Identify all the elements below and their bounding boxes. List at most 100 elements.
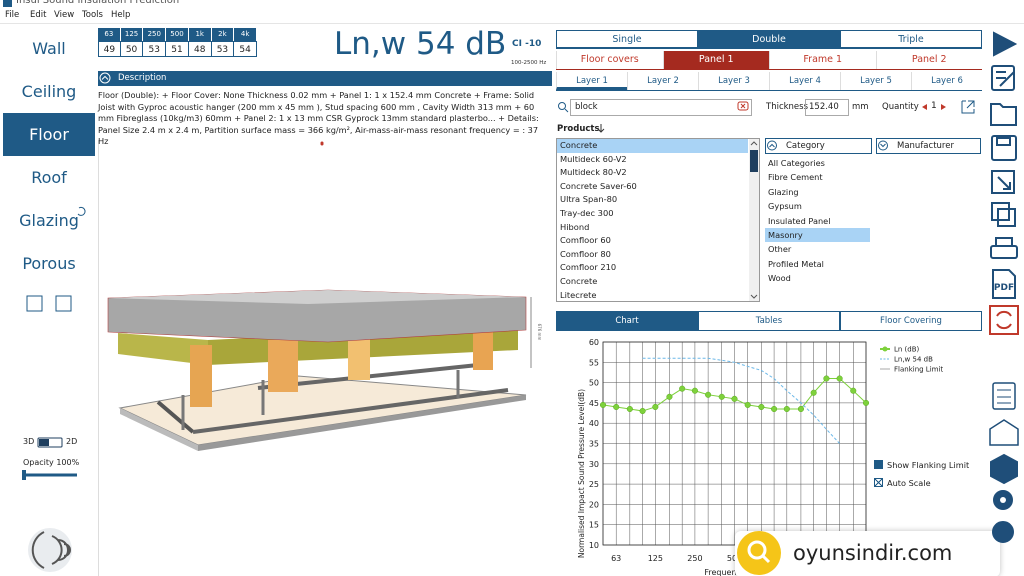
type-tab[interactable]: Single [556, 30, 698, 48]
menu-item[interactable]: Tools [82, 10, 103, 20]
layer-tab[interactable]: Layer 6 [911, 72, 982, 90]
product-item[interactable]: Comfloor 80 [560, 248, 611, 259]
option-label[interactable]: Auto Scale [887, 478, 931, 488]
description-header[interactable]: Description [98, 71, 552, 86]
settings-button[interactable] [993, 490, 1013, 510]
part-tab[interactable]: Frame 1 [769, 51, 876, 69]
checkbox[interactable] [874, 478, 883, 487]
category-item[interactable]: Insulated Panel [768, 215, 831, 226]
reset-button[interactable] [989, 305, 1019, 335]
part-tab[interactable]: Panel 2 [875, 51, 982, 69]
layer-tab[interactable]: Layer 1 [556, 72, 627, 90]
stepper[interactable] [922, 104, 927, 110]
y-tick-label: 15 [589, 521, 599, 530]
type-tab[interactable]: Double [698, 30, 840, 48]
category-item[interactable]: Wood [768, 273, 791, 284]
layer-tab[interactable]: Layer 4 [769, 72, 840, 90]
stepper[interactable] [941, 104, 946, 110]
calculator-glyph [997, 389, 1011, 404]
category-item[interactable]: Profiled Metal [768, 258, 824, 269]
legend-label: Ln (dB) [894, 346, 920, 354]
part-tab[interactable]: Panel 1 [662, 51, 769, 69]
quantity-value[interactable]: 1 [931, 101, 937, 111]
nav-item[interactable]: Floor [3, 113, 95, 156]
category-item[interactable]: Other [768, 244, 792, 255]
series-line [642, 357, 840, 444]
product-item[interactable]: Comfloor 60 [560, 235, 611, 246]
legend-marker [882, 346, 888, 352]
layer-tab[interactable]: Layer 5 [840, 72, 911, 90]
data-point [679, 385, 686, 392]
category-item[interactable]: Masonry [765, 228, 870, 242]
category-header[interactable]: Category [765, 138, 872, 154]
export-button[interactable] [991, 170, 1015, 194]
pdf-button[interactable] [992, 269, 1016, 299]
search-box[interactable]: block [570, 99, 752, 116]
layer-tab[interactable]: Layer 2 [627, 72, 698, 90]
popout-icon[interactable] [961, 100, 975, 114]
slider-thumb[interactable] [22, 470, 26, 480]
category-item[interactable]: Glazing [768, 186, 799, 197]
copy-button[interactable] [991, 202, 1010, 221]
data-point [705, 391, 712, 398]
layer-tab[interactable]: Layer 3 [698, 72, 769, 90]
product-item[interactable]: Ultra Span-80 [560, 194, 618, 205]
data-point [599, 401, 607, 408]
tabs-rule [556, 48, 982, 49]
chart-tab[interactable]: Chart [556, 311, 698, 331]
chart-tab[interactable]: Floor Covering [840, 311, 982, 331]
product-item[interactable]: Hibond [560, 221, 590, 232]
run-button[interactable] [993, 31, 1018, 57]
chart-tab[interactable]: Tables [698, 311, 840, 331]
product-item[interactable]: Multideck 80-V2 [560, 167, 627, 178]
edit-glyph [996, 71, 1015, 87]
view-toggle[interactable] [37, 437, 63, 448]
thickness-unit: mm [852, 102, 869, 112]
data-point [850, 387, 857, 394]
y-axis-label: Normalised Impact Sound Pressure Level(d… [577, 389, 586, 558]
nav-item[interactable]: Glazing [19, 211, 79, 230]
nav-item[interactable]: Porous [22, 254, 76, 273]
product-item[interactable]: Multideck 60-V2 [560, 153, 627, 164]
toggle-label: 2D [66, 437, 78, 446]
logo-arcs [31, 531, 71, 569]
menu-item[interactable]: Edit [30, 10, 47, 20]
band-value: 54 [234, 41, 257, 57]
window-title: Insul Sound Insulation Prediction [16, 0, 180, 6]
product-item[interactable]: Tray-dec 300 [560, 208, 614, 218]
menu-item[interactable]: View [54, 10, 75, 20]
quantity-label: Quantity [882, 102, 919, 112]
x-tick-label: 500 [727, 554, 742, 563]
print-button[interactable] [990, 245, 1018, 259]
menu-item[interactable]: Help [111, 10, 131, 20]
manufacturer-header[interactable]: Manufacturer [876, 138, 981, 154]
part-tab[interactable]: Floor covers [556, 51, 663, 69]
open-button[interactable] [990, 103, 1017, 126]
option-label[interactable]: Show Flanking Limit [887, 460, 970, 470]
band-header: 4k [234, 28, 257, 41]
nav-item[interactable]: Roof [31, 168, 67, 187]
edit-button[interactable] [991, 65, 1015, 91]
thickness-input[interactable]: 152.40 [805, 99, 849, 116]
nav-item[interactable]: Wall [32, 39, 66, 58]
section-icon[interactable] [26, 295, 43, 312]
product-item[interactable]: Comfloor 210 [560, 262, 617, 273]
checkbox[interactable] [874, 460, 883, 469]
x-tick-label: 63 [611, 554, 621, 563]
nav-item[interactable]: Ceiling [21, 82, 77, 101]
menu-item[interactable]: File [5, 10, 20, 20]
product-item[interactable]: Concrete [560, 276, 598, 286]
category-item[interactable]: Gypsum [768, 201, 802, 212]
product-item[interactable]: Concrete [557, 139, 748, 153]
building-button[interactable] [989, 419, 1019, 446]
person-icon[interactable] [55, 295, 72, 312]
category-item[interactable]: All Categories [768, 158, 825, 168]
save-button[interactable] [991, 135, 1017, 161]
category-item[interactable]: Fibre Cement [768, 172, 823, 183]
product-item[interactable]: Concrete Saver-60 [560, 180, 637, 191]
type-tab[interactable]: Triple [840, 30, 982, 48]
product-item[interactable]: Litecrete [560, 289, 597, 300]
calculator-button[interactable] [992, 382, 1016, 410]
save-glyph [996, 137, 1011, 146]
box-button[interactable] [990, 453, 1018, 485]
